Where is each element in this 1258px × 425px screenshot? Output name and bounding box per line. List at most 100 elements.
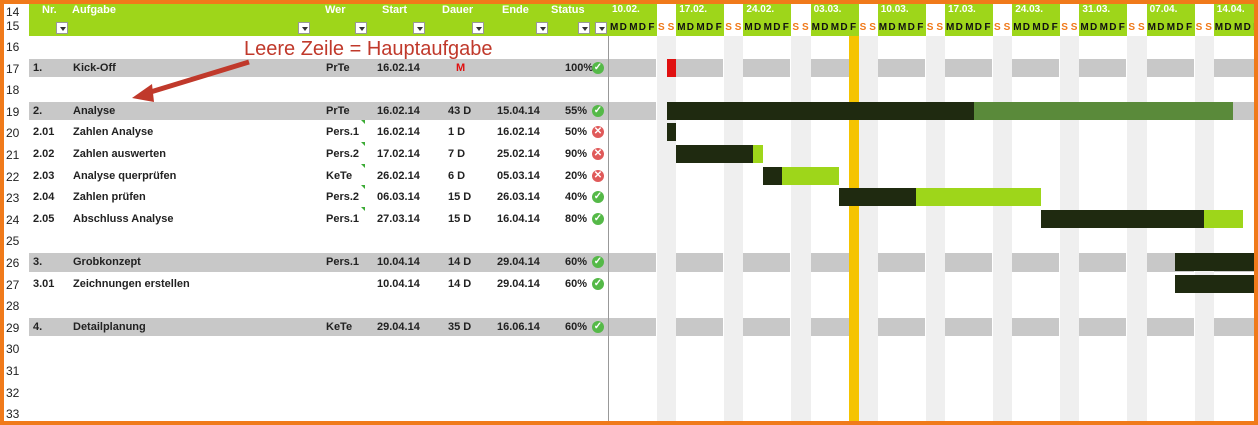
task-status-cell[interactable]: 90% (565, 148, 588, 160)
task-name-cell[interactable]: Zahlen prüfen (73, 191, 146, 204)
task-name-cell[interactable]: Abschluss Analyse (73, 212, 174, 225)
task-ende-cell[interactable]: 16.02.14 (497, 126, 540, 139)
task-name-cell[interactable]: Zeichnungen erstellen (73, 277, 190, 290)
task-nr-cell[interactable]: 3.01 (33, 277, 55, 290)
row-number[interactable]: 18 (6, 83, 20, 98)
task-nr-cell[interactable]: 2.03 (33, 169, 55, 182)
row-number[interactable]: 23 (6, 191, 20, 206)
row-number[interactable]: 15 (6, 19, 20, 33)
task-wer-cell[interactable]: PrTe (326, 104, 350, 117)
task-name-cell[interactable]: Analyse querprüfen (73, 169, 177, 182)
row-number[interactable]: 17 (6, 61, 20, 76)
task-dauer-cell[interactable]: 14 D (448, 277, 472, 290)
task-dauer-cell[interactable]: 43 D (448, 104, 472, 117)
row-number[interactable]: 28 (6, 299, 20, 314)
task-bar-remaining[interactable] (753, 145, 763, 163)
filter-nr-button[interactable] (56, 22, 68, 34)
row-number[interactable]: 16 (6, 40, 20, 54)
task-bar-done[interactable] (666, 101, 974, 120)
task-bar-done[interactable] (676, 145, 753, 163)
row-number[interactable]: 27 (6, 277, 20, 292)
row-number[interactable]: 26 (6, 256, 20, 270)
filter-aufgabe-button[interactable] (298, 22, 310, 34)
task-dauer-cell[interactable]: 15 D (448, 191, 472, 204)
filter-ende-button[interactable] (536, 22, 548, 34)
task-status-cell[interactable]: 80% (565, 212, 588, 225)
task-wer-cell[interactable]: Pers.1 (326, 256, 360, 268)
task-dauer-cell[interactable]: 15 D (448, 212, 472, 225)
task-start-cell[interactable]: 10.04.14 (377, 277, 420, 290)
task-bar-done[interactable] (839, 188, 917, 207)
task-ende-cell[interactable]: 15.04.14 (497, 104, 540, 117)
row-number[interactable]: 29 (6, 320, 20, 335)
filter-wer-button[interactable] (355, 22, 367, 34)
task-nr-cell[interactable]: 4. (33, 320, 43, 333)
task-ende-cell[interactable]: 16.04.14 (497, 212, 540, 225)
task-name-cell[interactable]: Zahlen Analyse (73, 126, 154, 139)
filter-dauer-button[interactable] (472, 22, 484, 34)
task-bar-done[interactable] (1175, 274, 1254, 293)
task-nr-cell[interactable]: 2. (33, 104, 43, 117)
task-ende-cell[interactable]: 25.02.14 (497, 148, 540, 160)
task-ende-cell[interactable]: 16.06.14 (497, 320, 540, 333)
task-dauer-cell[interactable]: 35 D (448, 320, 472, 333)
task-start-cell[interactable]: 10.04.14 (377, 256, 420, 268)
task-ende-cell[interactable]: 29.04.14 (497, 277, 540, 290)
task-wer-cell[interactable]: Pers.1 (326, 126, 360, 139)
task-status-cell[interactable]: 20% (565, 169, 588, 182)
task-bar-done[interactable] (1041, 209, 1205, 228)
row-number[interactable]: 30 (6, 342, 20, 357)
task-name-cell[interactable]: Detailplanung (73, 320, 146, 333)
milestone-bar[interactable] (666, 58, 677, 77)
row-number[interactable]: 21 (6, 148, 20, 162)
task-name-cell[interactable]: Analyse (73, 104, 116, 117)
task-status-cell[interactable]: 40% (565, 191, 588, 204)
task-status-cell[interactable]: 55% (565, 104, 588, 117)
row-number[interactable]: 32 (6, 385, 20, 400)
task-wer-cell[interactable]: PrTe (326, 61, 350, 74)
task-wer-cell[interactable]: Pers.2 (326, 148, 360, 160)
task-status-cell[interactable]: 60% (565, 256, 588, 268)
task-wer-cell[interactable]: KeTe (326, 169, 353, 182)
task-wer-cell[interactable]: Pers.1 (326, 212, 360, 225)
task-start-cell[interactable]: 16.02.14 (377, 126, 420, 139)
task-nr-cell[interactable]: 1. (33, 61, 43, 74)
task-nr-cell[interactable]: 2.05 (33, 212, 55, 225)
task-nr-cell[interactable]: 2.04 (33, 191, 55, 204)
row-number[interactable]: 25 (6, 234, 20, 249)
row-number[interactable]: 31 (6, 364, 20, 378)
task-dauer-cell[interactable]: 1 D (448, 126, 466, 139)
task-bar-remaining[interactable] (973, 101, 1233, 120)
task-start-cell[interactable]: 06.03.14 (377, 191, 420, 204)
filter-start-button[interactable] (413, 22, 425, 34)
task-bar-done[interactable] (762, 166, 782, 185)
task-ende-cell[interactable]: 29.04.14 (497, 256, 540, 268)
task-nr-cell[interactable]: 2.01 (33, 126, 55, 139)
task-ende-cell[interactable]: 05.03.14 (497, 169, 540, 182)
row-number[interactable]: 33 (6, 407, 20, 421)
row-number[interactable]: 22 (6, 169, 20, 184)
task-dauer-cell[interactable]: 14 D (448, 256, 472, 268)
task-dauer-cell[interactable]: 7 D (448, 148, 466, 160)
row-number[interactable]: 24 (6, 212, 20, 227)
task-bar-done[interactable] (1175, 253, 1254, 271)
filter-extra-button[interactable] (595, 22, 607, 34)
task-dauer-cell[interactable]: M (456, 61, 466, 74)
filter-status-button[interactable] (578, 22, 590, 34)
row-number[interactable]: 14 (6, 5, 20, 19)
task-status-cell[interactable]: 60% (565, 277, 588, 290)
task-wer-cell[interactable]: Pers.2 (326, 191, 360, 204)
task-bar-remaining[interactable] (916, 188, 1041, 207)
task-start-cell[interactable]: 17.02.14 (377, 148, 420, 160)
task-name-cell[interactable]: Grobkonzept (73, 256, 141, 268)
task-nr-cell[interactable]: 3. (33, 256, 43, 268)
row-number[interactable]: 20 (6, 126, 20, 141)
task-start-cell[interactable]: 16.02.14 (377, 61, 420, 74)
task-dauer-cell[interactable]: 6 D (448, 169, 466, 182)
task-start-cell[interactable]: 26.02.14 (377, 169, 420, 182)
task-bar-remaining[interactable] (781, 166, 840, 185)
task-wer-cell[interactable]: KeTe (326, 320, 353, 333)
task-bar-done[interactable] (666, 123, 677, 142)
task-status-cell[interactable]: 60% (565, 320, 588, 333)
task-name-cell[interactable]: Kick-Off (73, 61, 116, 74)
